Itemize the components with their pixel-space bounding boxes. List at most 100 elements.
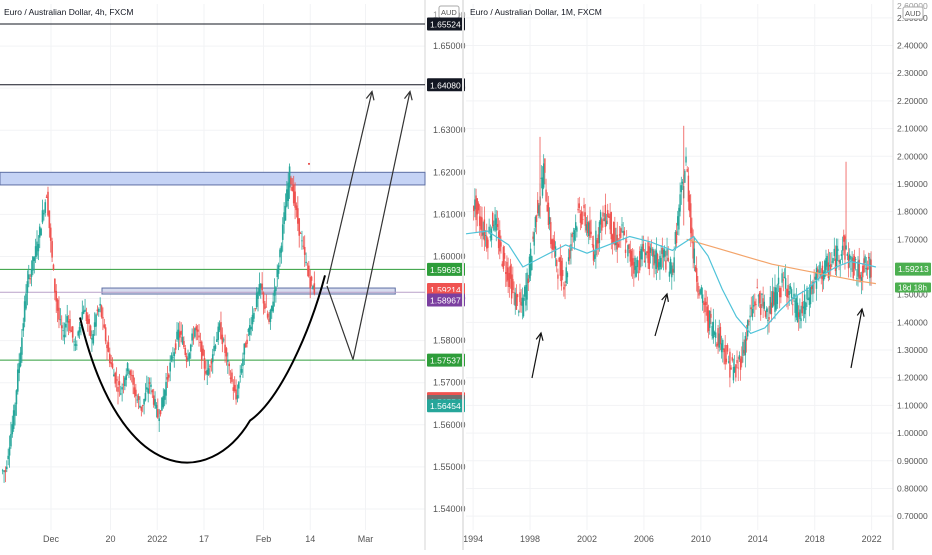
candle-body: [662, 249, 665, 258]
candle-body: [795, 298, 798, 318]
candle-body: [796, 302, 799, 323]
candle-body: [634, 257, 636, 270]
candle-body: [635, 266, 637, 277]
candle-body: [258, 284, 261, 295]
candle-body: [151, 390, 154, 393]
candle-body: [621, 224, 623, 226]
candle-body: [706, 306, 709, 322]
candle-body: [108, 353, 111, 364]
candle-body: [78, 326, 81, 333]
candle-body: [719, 326, 722, 345]
candle-body: [640, 248, 642, 260]
candle-body: [510, 274, 513, 299]
candle-body: [62, 330, 64, 332]
y-tick-label: 1.70000: [897, 234, 928, 244]
price-tag-bg: [895, 262, 931, 276]
candle-body: [4, 469, 7, 473]
candle-body: [37, 244, 40, 252]
candle-body: [70, 330, 73, 332]
candle-body: [525, 285, 527, 306]
candle-body: [183, 341, 185, 347]
x-tick-label: 2022: [147, 534, 167, 544]
candle-body: [762, 298, 764, 307]
candle-body: [49, 227, 52, 241]
candle-body: [259, 283, 262, 288]
candle-body: [275, 287, 277, 292]
candle-body: [540, 177, 543, 179]
candle-body: [110, 362, 112, 365]
candle-body: [262, 292, 265, 304]
candle-body: [752, 305, 755, 307]
candle-body: [825, 257, 827, 270]
candle-body: [232, 387, 235, 391]
candle-body: [593, 254, 596, 259]
candle-body: [476, 198, 478, 215]
candle-body: [862, 265, 864, 278]
candle-body: [824, 260, 826, 278]
y-top-label: 2.60000: [897, 1, 928, 11]
x-tick-label: 2010: [691, 534, 711, 544]
candle-body: [76, 344, 78, 346]
candle-body: [12, 410, 15, 429]
candle-body: [571, 234, 573, 238]
candle-body: [280, 245, 283, 253]
candle-body: [731, 357, 733, 361]
candle-body: [725, 358, 728, 363]
candle-body: [528, 256, 531, 279]
candle-body: [276, 269, 279, 278]
candle-body: [133, 387, 136, 395]
candle-body: [658, 262, 660, 270]
candle-body: [742, 341, 744, 356]
candle-body: [11, 424, 14, 435]
candle-body: [681, 181, 684, 184]
candle-body: [722, 339, 724, 350]
candle-body: [597, 234, 599, 244]
candle-body: [724, 344, 726, 365]
price-tag-text: 1.59693: [430, 265, 461, 275]
candle-body: [77, 331, 79, 336]
candle-body: [294, 191, 296, 208]
candle-body: [851, 256, 853, 261]
candle-body: [775, 287, 777, 310]
price-tag-bg: [427, 293, 465, 307]
candle-body: [659, 255, 661, 267]
candle-body: [272, 301, 274, 312]
candle-body: [514, 292, 516, 306]
candle-body: [777, 277, 780, 285]
candle-body: [720, 343, 723, 353]
candle-body: [136, 399, 139, 401]
candle-body: [36, 241, 38, 256]
y-tick-label: 1.80000: [897, 207, 928, 217]
candle-body: [660, 257, 662, 270]
candle-body: [43, 213, 45, 215]
candle-body: [47, 191, 49, 216]
candle-body: [313, 283, 316, 294]
candle-body: [552, 238, 554, 251]
candle-body: [737, 367, 739, 369]
y-tick-label: 1.57000: [433, 378, 466, 388]
candle-body: [685, 156, 687, 163]
y-tick-label: 2.30000: [897, 68, 928, 78]
candle-body: [807, 298, 809, 300]
candle-body: [205, 370, 207, 374]
price-tag-bg: [427, 17, 465, 31]
candle-body: [139, 405, 141, 408]
candle-body: [554, 246, 557, 257]
candle-body: [227, 360, 229, 362]
candle-body: [553, 240, 556, 249]
candle-body: [663, 249, 666, 257]
candle-body: [210, 360, 213, 364]
x-tick-label: 17: [199, 534, 209, 544]
candle-body: [501, 263, 503, 267]
y-tick-label: 2.20000: [897, 96, 928, 106]
candle-body: [247, 328, 250, 333]
price-tag-bg: [427, 78, 465, 92]
candle-body: [588, 222, 590, 237]
candle-body: [768, 317, 770, 320]
candle-body: [74, 343, 77, 346]
candle-body: [666, 249, 668, 256]
candle-body: [631, 258, 634, 266]
y-tick-label: 1.55000: [433, 462, 466, 472]
candle-body: [612, 222, 615, 244]
candle-body: [822, 272, 825, 281]
